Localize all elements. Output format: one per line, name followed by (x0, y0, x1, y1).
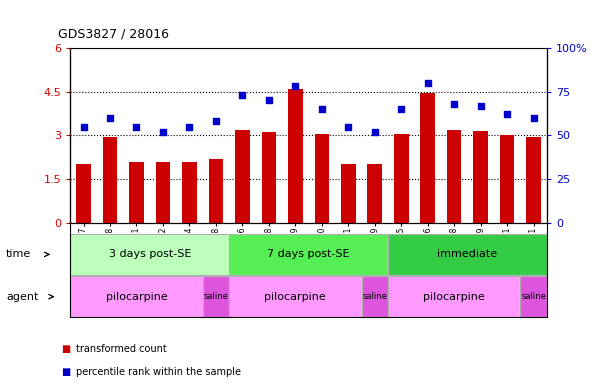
Point (79, 124, 89, 130)
Text: agent: agent (6, 291, 38, 302)
Bar (208, 159, 223, 223)
Bar (474, 131, 488, 223)
Bar (156, 162, 170, 223)
Bar (288, 89, 302, 223)
Text: percentile rank within the sample: percentile rank within the sample (76, 367, 241, 377)
Point (343, 124, 353, 130)
Text: transformed count: transformed count (76, 344, 167, 354)
Text: pilocarpine: pilocarpine (423, 291, 485, 302)
Text: 7 days post-SE: 7 days post-SE (267, 249, 350, 260)
Point (105, 115, 115, 121)
Point (423, 80, 433, 86)
Point (529, 115, 538, 121)
Point (158, 129, 168, 135)
Bar (500, 136, 514, 223)
Point (449, 101, 459, 107)
Point (397, 106, 406, 112)
Point (290, 83, 300, 89)
Bar (262, 132, 276, 223)
Text: saline: saline (203, 292, 229, 301)
Point (131, 124, 141, 130)
Point (476, 103, 486, 109)
Text: saline: saline (362, 292, 387, 301)
Text: time: time (6, 249, 31, 260)
Point (185, 124, 194, 130)
Point (238, 92, 247, 98)
Point (502, 111, 512, 118)
Bar (367, 164, 382, 223)
Text: saline: saline (521, 292, 546, 301)
Text: ■: ■ (61, 367, 70, 377)
Bar (129, 162, 144, 223)
Text: 3 days post-SE: 3 days post-SE (109, 249, 191, 260)
Text: pilocarpine: pilocarpine (106, 291, 167, 302)
Point (264, 98, 274, 104)
Bar (182, 162, 197, 223)
Text: GDS3827 / 28016: GDS3827 / 28016 (58, 27, 169, 40)
Text: immediate: immediate (437, 249, 497, 260)
Bar (526, 137, 541, 223)
Point (211, 118, 221, 124)
Bar (76, 164, 91, 223)
Text: pilocarpine: pilocarpine (265, 291, 326, 302)
Bar (341, 164, 356, 223)
Point (317, 106, 327, 112)
Bar (315, 134, 329, 223)
Bar (394, 134, 409, 223)
Bar (420, 93, 435, 223)
Point (370, 129, 379, 135)
Bar (447, 129, 461, 223)
Text: ■: ■ (61, 344, 70, 354)
Bar (235, 129, 250, 223)
Bar (103, 137, 117, 223)
